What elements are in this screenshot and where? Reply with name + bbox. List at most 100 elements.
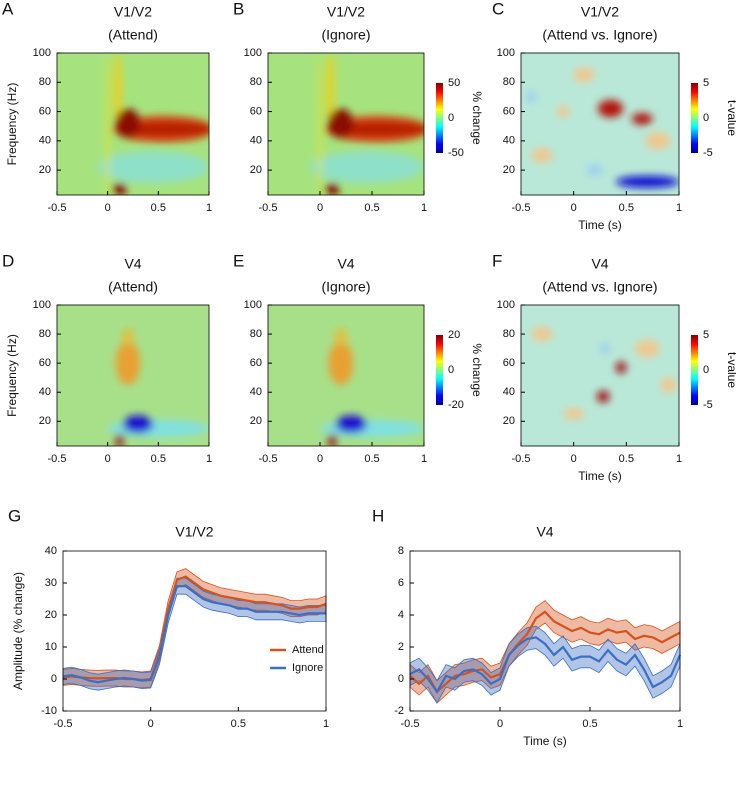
colorbar-tick-label: 0 [703,112,709,124]
x-tick-label: -0.5 [401,718,420,730]
y-tick-label: 40 [45,545,57,557]
colorbar [691,335,698,405]
x-tick-label: 0.5 [231,718,246,730]
heatmap-blob [526,91,537,103]
axes-frame [56,304,210,447]
x-tick-label: 0.5 [151,453,166,465]
x-tick-label: 1 [206,202,212,214]
heatmap-blob [105,53,110,195]
x-tick-label: -0.5 [259,453,278,465]
heatmap-blobs [526,67,679,188]
heatmap-blob [325,183,340,195]
series-line [62,575,327,682]
axes-frame [520,304,680,447]
y-tick-label: 4 [398,609,404,621]
x-tick-label: 1 [206,453,212,465]
y-tick-label: 2 [398,641,404,653]
heatmap-blob [335,415,367,433]
y-tick-label: 60 [250,105,262,117]
colorbar [436,335,443,405]
legend-label: Ignore [292,662,323,674]
chart-subtitle: (Attend vs. Ignore) [542,279,657,295]
heatmap-blobs [97,53,209,195]
heatmap-blobs [309,53,424,195]
chart-title: V1/V2 [581,4,619,20]
heatmap-blob [556,105,570,118]
chart-subtitle: (Ignore) [321,27,370,43]
heatmap-blob [631,113,653,125]
panel-letter: H [372,506,384,525]
series-line [409,610,681,694]
heatmap-blob [328,341,354,385]
heatmap-blobs [107,328,209,446]
y-tick-label: 40 [39,135,51,147]
y-tick-label: 100 [244,299,262,311]
heatmap-blob [328,108,354,138]
panel-letter: E [233,251,244,270]
x-axis-label: Time (s) [578,469,622,483]
colorbar-label: t-value [725,100,736,136]
chart-title: V4 [124,256,141,272]
y-axis-label: Frequency (Hz) [5,83,19,166]
panel-letter: G [8,506,21,525]
heatmap [57,53,209,195]
heatmap-blob [615,361,627,374]
heatmap [521,53,679,195]
y-tick-label: 100 [497,47,515,59]
chart-title: V1/V2 [175,524,213,540]
heatmap-blob [115,108,141,138]
x-tick-label: 1 [676,453,682,465]
chart-title: V4 [591,256,608,272]
y-tick-label: 30 [45,577,57,589]
heatmap-blobs [531,326,677,420]
y-tick-label: 20 [250,164,262,176]
x-tick-label: -0.5 [48,202,67,214]
heatmap-blob [112,183,127,195]
x-tick-label: -0.5 [54,718,73,730]
colorbar-tick-label: -5 [703,399,713,411]
y-tick-label: 60 [503,357,515,369]
colorbar-tick-label: 20 [448,329,460,341]
y-tick-label: 60 [39,357,51,369]
colorbar-tick-label: 5 [703,77,709,89]
chart-title: V1/V2 [327,4,365,20]
x-tick-label: 0 [317,453,323,465]
colorbar-tick-label: 0 [448,364,454,376]
x-tick-label: 1 [676,202,682,214]
heatmap [521,305,679,446]
heatmap [268,53,424,195]
heatmap-blob [326,53,335,127]
y-tick-label: 20 [39,164,51,176]
series-line [62,585,326,684]
chart-title: V4 [536,524,553,540]
x-tick-label: 0.5 [364,453,379,465]
heatmap-blob [645,132,671,150]
y-tick-label: -2 [394,705,404,717]
x-tick-label: 0 [148,718,154,730]
heatmap-blob [121,328,135,346]
y-tick-label: 80 [39,76,51,88]
heatmap-blob [563,408,585,420]
colorbar-tick-label: -50 [448,147,464,159]
x-tick-label: 1 [677,718,683,730]
y-tick-label: 80 [503,328,515,340]
axes-frame [267,304,425,447]
axes-frame [520,52,680,196]
x-tick-label: 0 [105,453,111,465]
x-tick-label: 0.5 [364,202,379,214]
y-tick-label: 20 [250,415,262,427]
heatmap-blob [115,341,141,385]
colorbar [436,83,443,153]
x-tick-label: 0.5 [619,202,634,214]
y-tick-label: 0 [51,673,57,685]
heatmap-blob [113,53,122,127]
y-tick-label: 100 [33,47,51,59]
y-tick-label: 80 [503,76,515,88]
heatmap-blob [531,326,553,342]
x-tick-label: 1 [421,453,427,465]
error-band [62,577,327,691]
heatmap-blob [573,67,595,83]
colorbar-label: % change [470,343,484,397]
heatmap-base [521,305,679,446]
chart-title: V1/V2 [114,4,152,20]
